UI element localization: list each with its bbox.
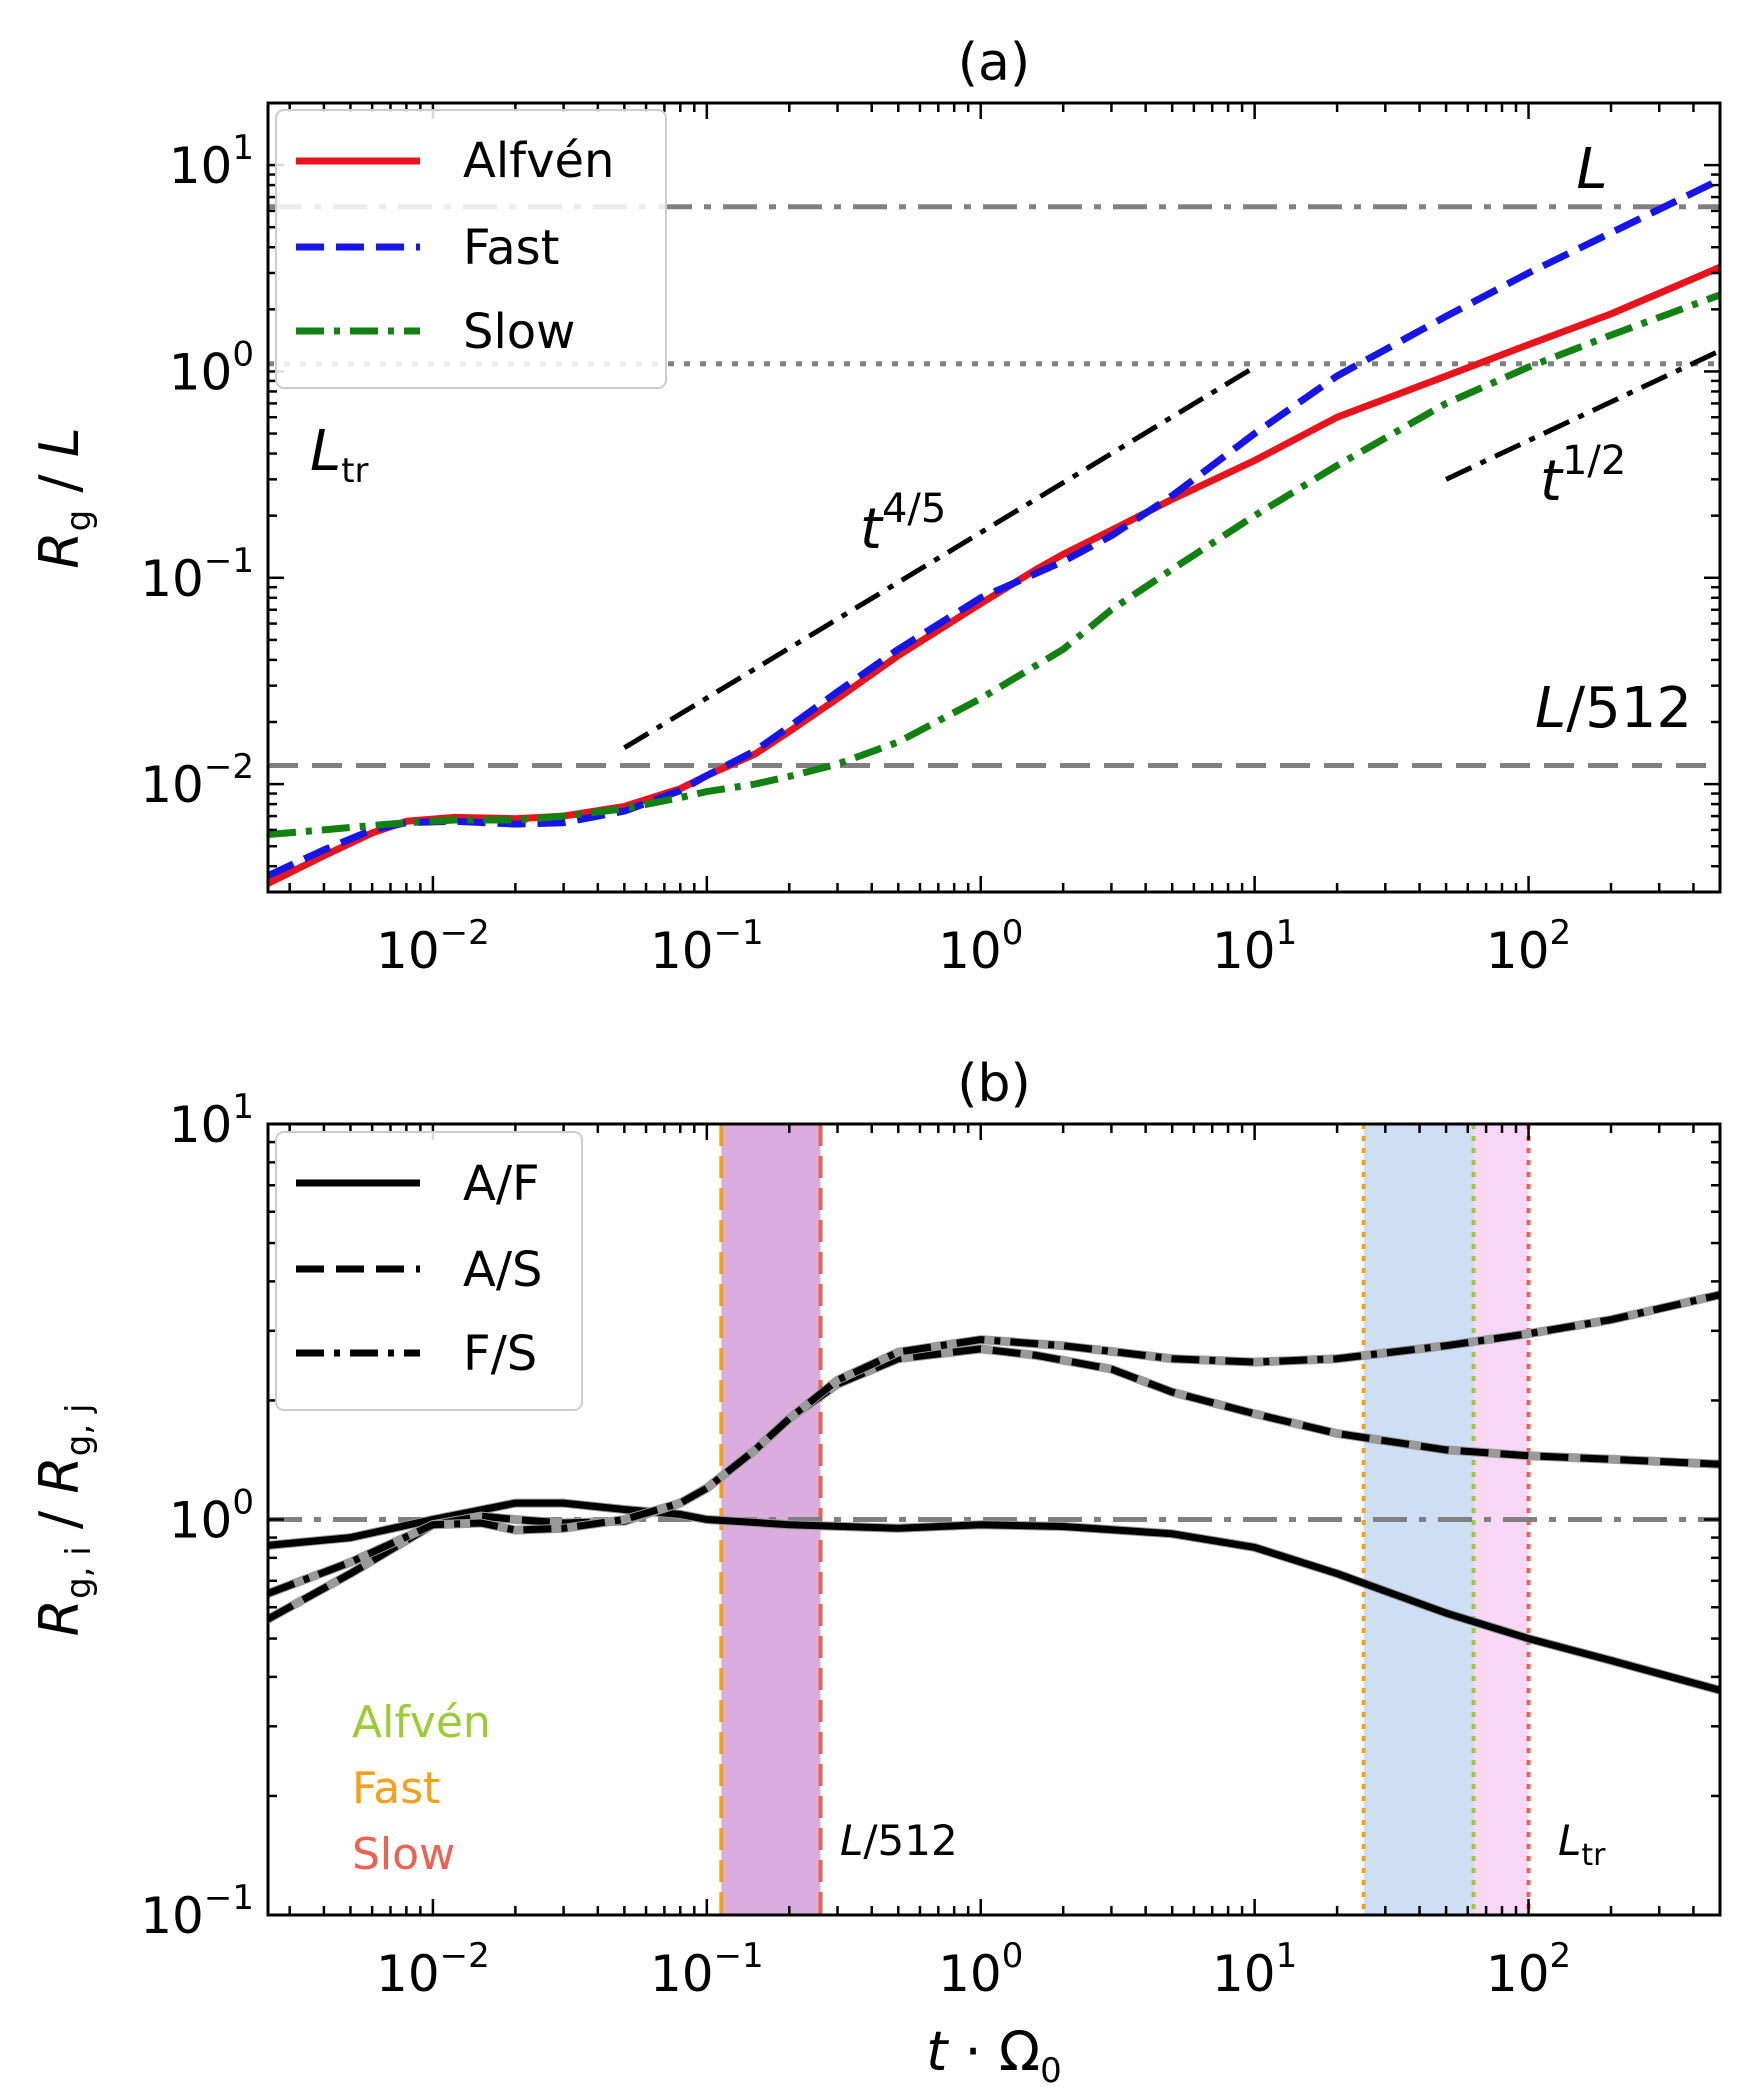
y-tick-label: 101 xyxy=(169,1087,254,1154)
x-tick-label: 100 xyxy=(938,913,1023,980)
legend-af-label: A/F xyxy=(463,1156,540,1212)
annot-Ltr: Ltr xyxy=(1558,1816,1606,1873)
mode-key-fast: Fast xyxy=(352,1763,440,1814)
panel-a-axes-frame xyxy=(266,101,1722,894)
x-tick-label: 100 xyxy=(938,1936,1023,2003)
series-f-s xyxy=(268,1291,1720,1597)
panel-a-ylabel: Rg / L xyxy=(28,427,99,569)
y-tick-label: 100 xyxy=(169,1483,254,1550)
series-a-s xyxy=(268,1345,1720,1623)
slope-label-t12: t1/2 xyxy=(1540,438,1626,514)
y-tick-label: 10−2 xyxy=(140,747,254,814)
panel-b-xlabel: t · Ω0 xyxy=(926,2020,1062,2091)
x-tick-label: 10−1 xyxy=(650,1936,764,2003)
panel-a: (a) 10−2 10−1 100 101 102 10−2 10−1 100 101 Rg /… xyxy=(28,33,1722,980)
x-tick-label: 10−2 xyxy=(376,1936,490,2003)
y-tick-label: 10−1 xyxy=(140,541,254,608)
slope-label-t45: t4/5 xyxy=(860,486,946,562)
series-slow xyxy=(268,291,1720,838)
panel-b-plot-area xyxy=(268,1124,1720,1915)
legend-fast-label: Fast xyxy=(463,220,559,276)
x-tick-label: 101 xyxy=(1212,1936,1297,2003)
label-Ltr: Ltr xyxy=(310,419,369,491)
x-tick-label: 101 xyxy=(1212,913,1297,980)
y-tick-label: 101 xyxy=(169,128,254,195)
panel-b-legend: A/F A/S F/S xyxy=(275,1131,583,1411)
panel-b: (b) 10−2 10−1 100 101 102 10−1 100 101 Rg, i / … xyxy=(28,1054,1722,2091)
legend-fs-label: F/S xyxy=(463,1326,537,1382)
slope-guide-1 xyxy=(1445,348,1720,482)
x-tick-label: 102 xyxy=(1486,1936,1571,2003)
series-a-f xyxy=(268,1499,1720,1694)
series-fast xyxy=(268,176,1720,879)
panel-a-legend: Alfvén Fast Slow xyxy=(275,109,667,389)
label-L512: L/512 xyxy=(1535,676,1692,741)
y-tick-label: 10−1 xyxy=(140,1878,254,1945)
legend-as-label: A/S xyxy=(463,1242,542,1298)
panel-b-title: (b) xyxy=(957,1054,1031,1114)
legend-alfven-label: Alfvén xyxy=(463,133,614,189)
mode-key-slow: Slow xyxy=(352,1829,455,1880)
panel-b-tick-labels: 10−2 10−1 100 101 102 10−1 100 101 xyxy=(140,1087,1571,2003)
annot-L512: L/512 xyxy=(840,1816,958,1865)
legend-slow-label: Slow xyxy=(463,304,575,360)
panel-b-ylabel: Rg, i / Rg, j xyxy=(28,1404,99,1637)
mode-key-alfven: Alfvén xyxy=(352,1697,491,1748)
x-tick-label: 10−1 xyxy=(650,913,764,980)
x-tick-label: 102 xyxy=(1486,913,1571,980)
panel-a-tick-labels: 10−2 10−1 100 101 102 10−2 10−1 100 101 xyxy=(140,128,1571,980)
label-L: L xyxy=(1576,137,1607,202)
y-tick-label: 100 xyxy=(169,334,254,401)
panel-a-title: (a) xyxy=(958,33,1030,93)
slope-guide-0 xyxy=(623,364,1256,750)
x-tick-label: 10−2 xyxy=(376,913,490,980)
